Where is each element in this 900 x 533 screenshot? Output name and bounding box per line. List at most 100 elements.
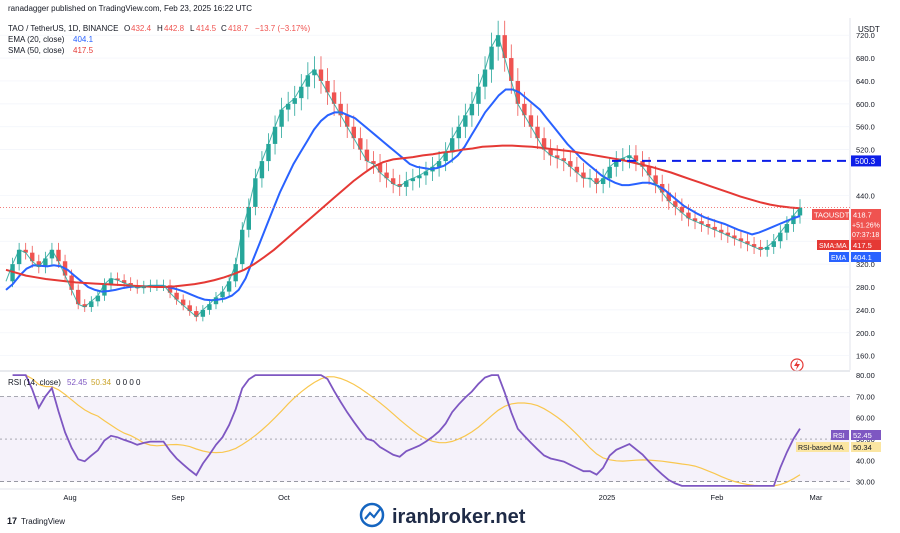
candle-body — [246, 206, 251, 230]
last-price-value: 418.7 — [853, 211, 872, 220]
candle-body — [82, 304, 87, 308]
candle-body — [299, 86, 304, 99]
ema-legend-label[interactable]: EMA (20, close) — [8, 35, 65, 44]
candle-body — [692, 218, 698, 222]
rsi-ma-tag: RSI-based MA 50.34 — [796, 442, 881, 452]
candle-body — [673, 201, 678, 207]
candle-body — [600, 178, 606, 184]
price-tick-label: 520.0 — [856, 146, 875, 155]
candle-body — [646, 166, 652, 176]
candle-body — [495, 35, 501, 47]
rsi-legend-zeros: 0 0 0 0 — [116, 378, 141, 387]
svg-text:52.45: 52.45 — [853, 431, 872, 440]
candle-body — [345, 115, 350, 127]
price-tick-label: 720.0 — [856, 31, 875, 40]
candle-body — [633, 155, 639, 162]
candle-body — [535, 126, 540, 139]
candle-body — [312, 69, 317, 76]
time-tick-label: Sep — [171, 493, 184, 502]
candle-body — [699, 221, 704, 225]
ohlc-high: 442.8 — [164, 24, 185, 33]
last-price-change: +51.26% — [852, 223, 880, 230]
candle-body — [75, 289, 81, 305]
price-axis-ticks[interactable]: 720.0680.0640.0600.0560.0520.0440.0400.0… — [856, 31, 875, 361]
candle-body — [397, 183, 402, 187]
candle-body — [436, 161, 442, 167]
ohlc-c-label: C — [221, 24, 227, 33]
ohlc-low: 414.5 — [196, 24, 217, 33]
candle-body — [279, 109, 284, 127]
watermark-text: iranbroker.net — [392, 506, 526, 528]
candle-body — [358, 138, 363, 150]
ohlc-open: 432.4 — [131, 24, 152, 33]
currency-label: USDT — [858, 25, 880, 34]
candle-body — [771, 241, 776, 247]
price-tick-label: 560.0 — [856, 123, 875, 132]
candle-body — [259, 161, 265, 179]
candle-body — [732, 235, 737, 239]
rsi-tick-label: 70.00 — [856, 392, 875, 401]
symbol-line[interactable]: TAO / TetherUS, 1D, BINANCE — [8, 24, 118, 33]
candle-body — [108, 278, 114, 285]
candle-body — [371, 161, 376, 164]
candle-body — [568, 161, 573, 167]
svg-text:417.5: 417.5 — [853, 241, 872, 250]
candle-body — [791, 215, 796, 225]
candle-body — [627, 155, 632, 159]
price-tick-label: 200.0 — [856, 329, 875, 338]
rsi-legend-value: 52.45 — [67, 378, 88, 387]
time-axis-labels[interactable]: Aug Sep Oct 2025 Feb Mar — [63, 493, 823, 502]
candle-body — [679, 206, 685, 213]
svg-text:EMA: EMA — [831, 255, 847, 262]
price-gridlines — [0, 34, 850, 357]
candle-body — [187, 305, 192, 312]
candle-body — [102, 284, 107, 296]
sma-legend-label[interactable]: SMA (50, close) — [8, 46, 65, 55]
candle-body — [758, 246, 763, 250]
ohlc-h-label: H — [157, 24, 163, 33]
candle-body — [194, 311, 199, 317]
candle-body — [174, 292, 179, 300]
candle-body — [390, 178, 396, 184]
published-line: ranadagger published on TradingView.com,… — [8, 4, 252, 13]
rsi-tick-label: 60.00 — [856, 414, 875, 423]
candle-body — [509, 58, 514, 81]
candle-body — [450, 138, 455, 153]
candle-body — [16, 249, 22, 265]
candle-body — [115, 278, 120, 281]
candle-body — [49, 249, 55, 259]
rsi-ma-legend-value: 50.34 — [91, 378, 112, 387]
ohlc-o-label: O — [124, 24, 130, 33]
candle-body — [738, 238, 744, 242]
candle-body — [167, 285, 173, 293]
ema-tag: EMA 404.1 — [829, 252, 881, 262]
time-tick-label: Mar — [810, 493, 823, 502]
sma-legend-value: 417.5 — [73, 46, 94, 55]
candle-body — [463, 115, 468, 127]
candle-body — [338, 103, 343, 116]
candle-body — [253, 178, 258, 207]
candle-body — [305, 75, 311, 87]
candle-body — [751, 244, 757, 247]
price-tick-label: 240.0 — [856, 306, 875, 315]
candle-body — [712, 226, 717, 230]
rsi-tick-label: 40.00 — [856, 456, 875, 465]
candle-body — [220, 291, 225, 298]
candle-body — [522, 103, 527, 116]
candle-body — [607, 166, 612, 179]
candle-body — [384, 172, 389, 179]
ohlc-l-label: L — [190, 24, 195, 33]
candle-body — [23, 249, 28, 253]
candle-body — [318, 69, 324, 81]
candle-body — [404, 181, 409, 187]
candle-body — [725, 232, 731, 236]
candle-body — [325, 80, 330, 93]
svg-text:17: 17 — [7, 516, 17, 526]
time-tick-label: Aug — [63, 493, 76, 502]
candle-body — [561, 158, 566, 162]
rsi-tick-label: 30.00 — [856, 478, 875, 487]
rsi-legend-label[interactable]: RSI (14, close) — [8, 378, 61, 387]
candle-body — [548, 149, 553, 156]
